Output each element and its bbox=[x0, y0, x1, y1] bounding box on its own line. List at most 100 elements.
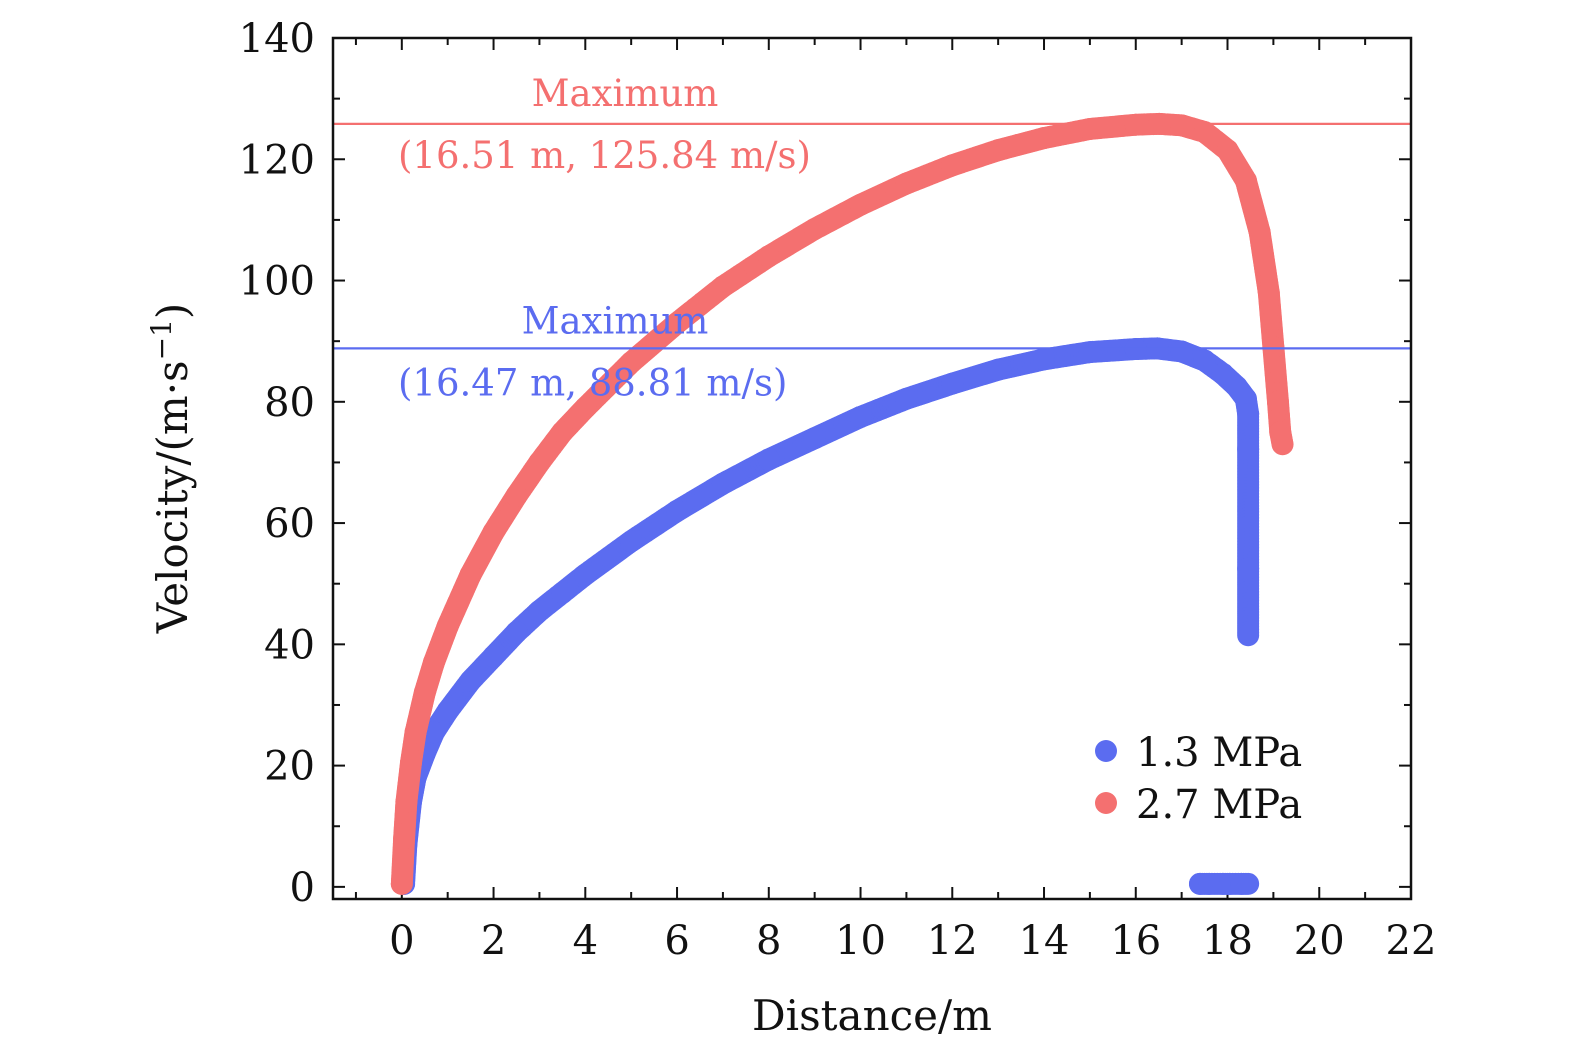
y-axis-title-main: Velocity/(m·s bbox=[148, 360, 197, 634]
x-tick-label: 10 bbox=[835, 918, 886, 964]
x-axis-title: Distance/m bbox=[752, 991, 992, 1040]
data-point bbox=[1193, 120, 1216, 143]
x-tick-label: 2 bbox=[481, 918, 506, 964]
data-point bbox=[1170, 114, 1193, 137]
x-tick-label: 14 bbox=[1019, 918, 1070, 964]
y-tick-label: 20 bbox=[264, 744, 315, 790]
data-point bbox=[422, 721, 445, 744]
data-point bbox=[404, 721, 427, 744]
data-point bbox=[1170, 340, 1193, 363]
data-point bbox=[803, 217, 826, 240]
data-point bbox=[399, 751, 422, 774]
maximum-coords: (16.51 m, 125.84 m/s) bbox=[398, 134, 811, 177]
data-point bbox=[1237, 438, 1260, 461]
series-layer bbox=[390, 112, 1294, 895]
x-tick-label: 8 bbox=[756, 918, 781, 964]
data-point bbox=[393, 827, 416, 850]
data-point bbox=[711, 472, 734, 495]
x-tick-label: 12 bbox=[927, 918, 978, 964]
data-point bbox=[895, 172, 918, 195]
data-point bbox=[422, 651, 445, 674]
x-tick-label: 22 bbox=[1386, 918, 1437, 964]
maximum-label: Maximum bbox=[532, 72, 719, 115]
maximum-coords: (16.47 m, 88.81 m/s) bbox=[398, 361, 787, 404]
y-tick-label: 0 bbox=[290, 865, 315, 911]
data-point bbox=[1237, 624, 1260, 647]
data-point bbox=[551, 581, 574, 604]
x-tick-label: 18 bbox=[1202, 918, 1253, 964]
data-point bbox=[459, 563, 482, 586]
data-point bbox=[1078, 117, 1101, 140]
data-point bbox=[1033, 127, 1056, 150]
legend-marker bbox=[1095, 740, 1117, 762]
data-point bbox=[849, 193, 872, 216]
x-tick-label: 0 bbox=[389, 918, 414, 964]
y-axis-title-superscript: −1 bbox=[145, 319, 178, 360]
x-tick-label: 16 bbox=[1110, 918, 1161, 964]
y-axis-title: Velocity/(m·s−1) bbox=[145, 303, 197, 635]
data-point bbox=[757, 245, 780, 268]
data-point bbox=[895, 387, 918, 410]
x-tick-label: 20 bbox=[1294, 918, 1345, 964]
data-point bbox=[482, 645, 505, 668]
data-point bbox=[1234, 169, 1257, 192]
data-point bbox=[395, 790, 418, 813]
data-point bbox=[666, 311, 689, 334]
data-point bbox=[1237, 557, 1260, 580]
data-point bbox=[620, 351, 643, 374]
legend-marker bbox=[1095, 792, 1117, 814]
data-point bbox=[1257, 281, 1280, 304]
data-point bbox=[505, 484, 528, 507]
data-point bbox=[390, 872, 413, 895]
data-point bbox=[1271, 433, 1294, 456]
data-point bbox=[757, 448, 780, 471]
y-tick-label: 120 bbox=[239, 137, 315, 183]
y-tick-label: 80 bbox=[264, 380, 315, 426]
data-point bbox=[1262, 336, 1285, 359]
data-point bbox=[459, 669, 482, 692]
data-point bbox=[941, 154, 964, 177]
data-point bbox=[413, 681, 436, 704]
data-point bbox=[620, 530, 643, 553]
data-point bbox=[987, 358, 1010, 381]
data-point bbox=[574, 563, 597, 586]
data-point bbox=[1078, 341, 1101, 364]
data-point bbox=[803, 427, 826, 450]
legend-label: 2.7 MPa bbox=[1136, 782, 1302, 828]
data-point bbox=[1248, 221, 1271, 244]
data-point bbox=[1033, 348, 1056, 371]
data-point bbox=[528, 599, 551, 622]
data-point bbox=[551, 421, 574, 444]
data-point bbox=[711, 275, 734, 298]
data-point bbox=[1237, 402, 1260, 425]
x-tick-label: 4 bbox=[573, 918, 598, 964]
y-tick-label: 40 bbox=[264, 622, 315, 668]
data-point bbox=[849, 405, 872, 428]
plot-frame bbox=[331, 36, 1413, 901]
y-tick-label: 60 bbox=[264, 501, 315, 547]
data-point bbox=[666, 499, 689, 522]
y-tick-label: 140 bbox=[239, 16, 315, 62]
data-point bbox=[941, 372, 964, 395]
data-point bbox=[1193, 349, 1216, 372]
y-axis-title-close: ) bbox=[148, 303, 197, 319]
legend-label: 1.3 MPa bbox=[1136, 730, 1302, 776]
data-point bbox=[436, 700, 459, 723]
x-tick-label: 6 bbox=[664, 918, 689, 964]
data-point bbox=[482, 521, 505, 544]
data-point bbox=[574, 396, 597, 419]
data-point bbox=[505, 621, 528, 644]
data-point bbox=[1216, 139, 1239, 162]
data-point bbox=[1266, 390, 1289, 413]
data-point bbox=[436, 615, 459, 638]
data-point bbox=[528, 451, 551, 474]
annotation-layer: Maximum (16.51 m, 125.84 m/s) Maximum (16.4… bbox=[333, 72, 1411, 404]
data-point bbox=[987, 139, 1010, 162]
series-2-7-mpa bbox=[390, 112, 1294, 895]
data-point bbox=[1237, 872, 1260, 895]
maximum-label: Maximum bbox=[522, 299, 709, 342]
legend: 1.3 MPa 2.7 MPa bbox=[1095, 730, 1302, 828]
y-tick-label: 100 bbox=[239, 259, 315, 305]
